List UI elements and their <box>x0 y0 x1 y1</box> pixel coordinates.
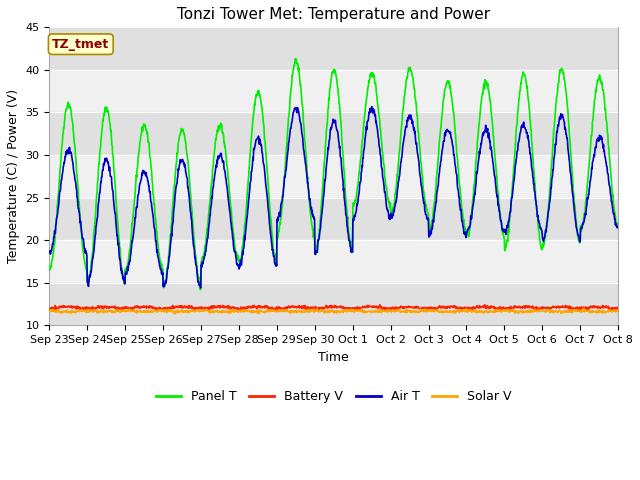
Y-axis label: Temperature (C) / Power (V): Temperature (C) / Power (V) <box>7 89 20 264</box>
Bar <box>49 240 618 283</box>
Bar <box>49 283 618 325</box>
Bar <box>49 155 618 198</box>
Bar <box>49 27 618 70</box>
Bar <box>49 198 618 240</box>
Title: Tonzi Tower Met: Temperature and Power: Tonzi Tower Met: Temperature and Power <box>177 7 490 22</box>
Bar <box>49 70 618 112</box>
Legend: Panel T, Battery V, Air T, Solar V: Panel T, Battery V, Air T, Solar V <box>151 385 516 408</box>
X-axis label: Time: Time <box>318 350 349 363</box>
Text: TZ_tmet: TZ_tmet <box>52 38 109 51</box>
Bar <box>49 112 618 155</box>
